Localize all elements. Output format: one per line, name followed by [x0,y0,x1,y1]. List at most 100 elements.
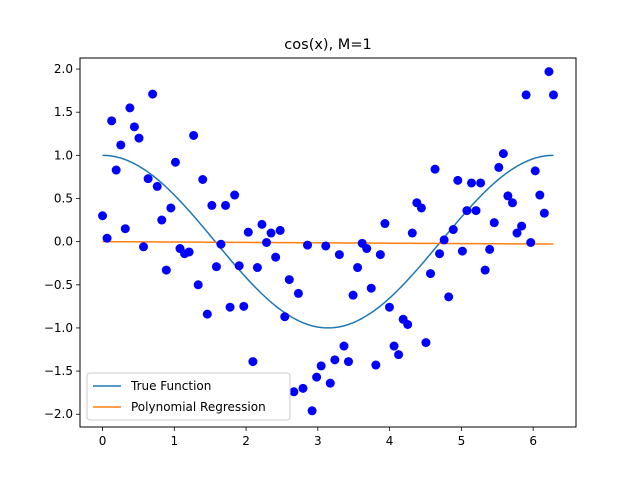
data-point [152,181,162,191]
scatter-points [98,67,558,416]
data-point [476,178,486,188]
data-point [444,292,454,302]
data-point [507,198,517,208]
data-point [526,238,536,247]
data-point [307,406,317,416]
x-tick-label: 1 [170,434,178,448]
data-point [225,302,235,312]
axes-frame [79,57,577,428]
y-tick-label: −1.0 [44,321,73,335]
data-point [426,269,436,279]
data-point [216,239,226,249]
legend-box [86,372,291,421]
data-point [243,227,253,237]
x-tick-label: 3 [314,434,322,448]
chart-title: cos(x), M=1 [284,37,371,53]
x-tick-label: 0 [99,434,107,448]
y-tick-label: −1.5 [44,364,73,378]
data-point [248,357,258,367]
data-point [120,224,130,234]
data-point [284,275,294,285]
y-tick-label: 0.0 [54,235,73,249]
data-point [157,215,167,225]
data-point [298,383,308,393]
data-point [453,175,463,185]
data-point [262,238,272,247]
data-point [211,262,221,272]
data-point [129,122,139,132]
data-point [102,233,112,243]
data-point [485,244,495,254]
data-point [111,165,121,175]
data-point [207,200,217,210]
data-point [125,103,135,113]
data-point [193,280,203,290]
data-point [107,116,117,126]
data-point [521,90,531,100]
data-point [98,211,108,221]
data-point [325,378,335,388]
plot-area [79,57,577,428]
y-tick-label: 0.5 [54,191,73,205]
data-point [462,206,472,216]
legend-label: Polynomial Regression [131,400,266,414]
data-point [394,350,404,360]
data-point [257,219,267,229]
y-tick-label: 1.0 [54,148,73,162]
data-point [362,244,372,254]
data-point [312,372,322,382]
data-point [467,178,476,188]
data-point [230,190,240,200]
y-tick-label: −2.0 [44,407,73,421]
data-point [494,162,504,172]
data-point [548,90,558,100]
data-point [143,174,153,184]
data-point [166,203,176,213]
series-line-true-function [102,154,554,329]
data-point [480,265,490,275]
data-point [371,360,381,370]
data-point [170,157,180,167]
data-point [430,164,440,174]
y-tick-label: 2.0 [54,62,73,76]
x-axis: 0 1 2 3 4 5 6 [99,427,537,448]
data-point [439,235,449,245]
data-point [512,228,522,238]
data-point [343,357,353,367]
data-point [321,241,331,251]
x-tick-label: 6 [529,434,537,448]
data-point [334,250,344,260]
data-point [189,130,199,140]
data-point [384,302,394,312]
data-point [530,166,540,176]
data-point [544,67,554,77]
data-point [403,319,413,329]
data-point [535,190,545,200]
data-point [353,263,363,273]
data-point [266,228,276,238]
data-point [184,247,194,257]
data-point [293,288,303,298]
legend: True Function Polynomial Regression [86,372,291,421]
data-point [289,387,299,397]
data-point [271,252,281,262]
data-point [416,203,426,213]
y-tick-label: 1.5 [54,105,73,119]
data-point [435,249,445,259]
data-point [139,242,149,252]
data-point [161,265,171,275]
data-point [116,140,126,150]
y-tick-label: −0.5 [44,278,73,292]
data-point [380,219,390,229]
x-tick-label: 2 [242,434,250,448]
data-point [498,149,508,159]
data-point [421,338,431,348]
data-point [457,246,467,256]
data-point [148,89,158,99]
data-point [234,261,244,271]
data-point [339,341,349,351]
data-point [280,312,290,322]
data-point [539,208,549,218]
data-point [198,175,208,184]
